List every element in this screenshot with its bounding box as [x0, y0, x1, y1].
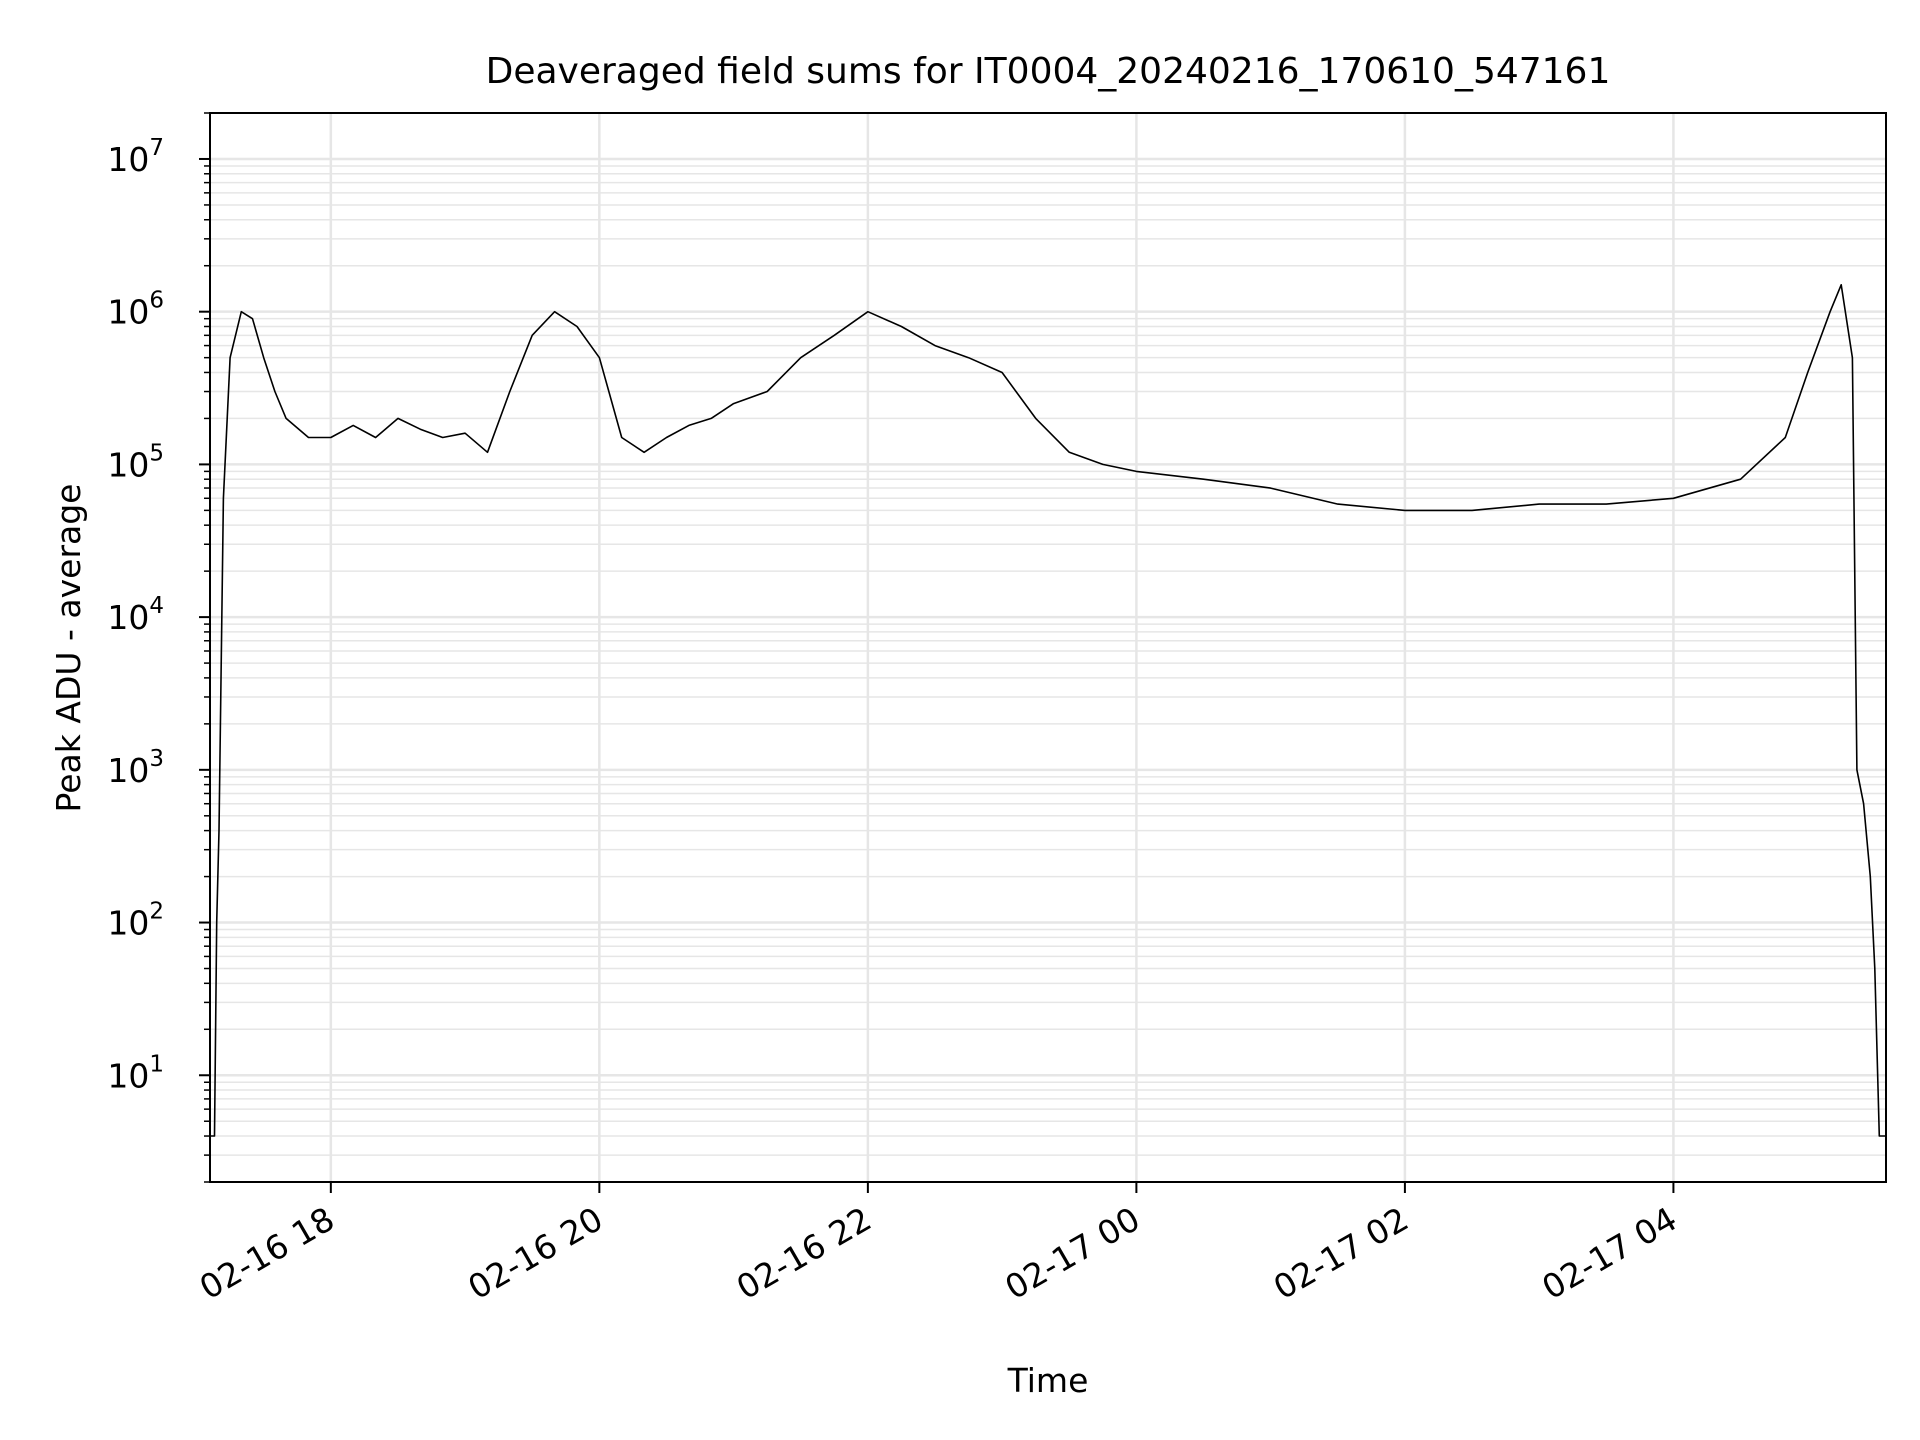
y-tick-exponent: 1 [149, 1051, 164, 1077]
x-axis-label: Time [1007, 1361, 1089, 1400]
y-tick-exponent: 7 [149, 135, 164, 161]
y-tick-exponent: 6 [149, 288, 164, 314]
grid [210, 112, 1886, 1183]
y-tick-exponent: 2 [149, 899, 164, 925]
series-line-0 [210, 283, 1886, 1137]
y-tick-exponent: 4 [149, 593, 164, 619]
y-tick-label: 103 [107, 746, 164, 790]
series-layer [210, 283, 1886, 1137]
chart-title: Deaveraged field sums for IT0004_2024021… [486, 51, 1611, 92]
y-tick-exponent: 5 [149, 440, 164, 466]
plot-frame [209, 112, 1887, 1183]
y-tick-exponent: 3 [149, 746, 164, 772]
y-axis-label: Peak ADU - average [49, 484, 88, 813]
